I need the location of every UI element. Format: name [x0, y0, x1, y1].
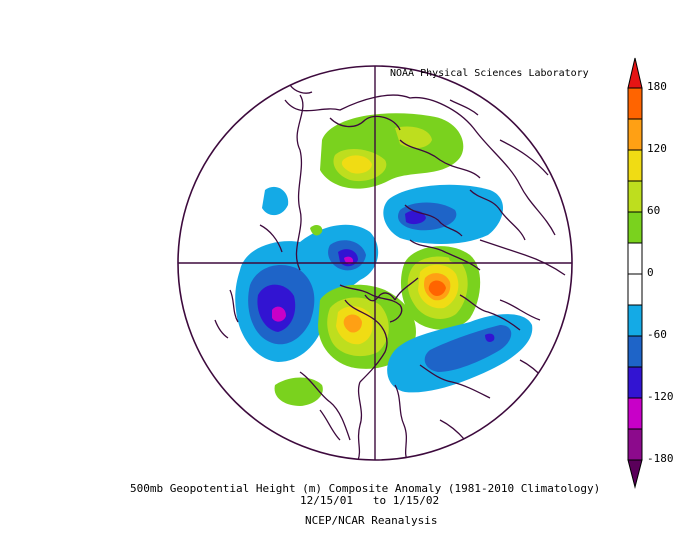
colorbar-swatch	[627, 397, 643, 430]
colorbar-label: -60	[647, 328, 667, 341]
colorbar-swatch	[627, 273, 643, 306]
colorbar-label: -120	[647, 390, 674, 403]
colorbar-label: 0	[647, 266, 654, 279]
colorbar-swatch	[627, 180, 643, 213]
data-source: NCEP/NCAR Reanalysis	[305, 514, 438, 527]
map-border	[177, 65, 573, 461]
colorbar-swatch	[627, 87, 643, 120]
colorbar-swatch	[627, 118, 643, 151]
credit-label: NOAA Physical Sciences Laboratory	[390, 68, 589, 79]
colorbar-swatch	[627, 428, 643, 461]
colorbar	[627, 57, 643, 489]
figure-title: 500mb Geopotential Height (m) Composite …	[130, 482, 601, 495]
colorbar-label: -180	[647, 452, 674, 465]
colorbar-swatch	[627, 335, 643, 368]
polar-map	[177, 65, 573, 461]
colorbar-label: 60	[647, 204, 661, 217]
colorbar-top-arrow	[627, 57, 643, 89]
colorbar-swatch	[627, 211, 643, 244]
colorbar-label: 180	[647, 80, 667, 93]
colorbar-swatch	[627, 304, 643, 337]
colorbar-swatch	[627, 366, 643, 399]
colorbar-label: 120	[647, 142, 667, 155]
colorbar-swatch	[627, 149, 643, 182]
graticule	[178, 66, 572, 460]
colorbar-swatch	[627, 242, 643, 275]
date-range: 12/15/01 to 1/15/02	[300, 494, 440, 507]
colorbar-bottom-arrow	[627, 459, 643, 489]
